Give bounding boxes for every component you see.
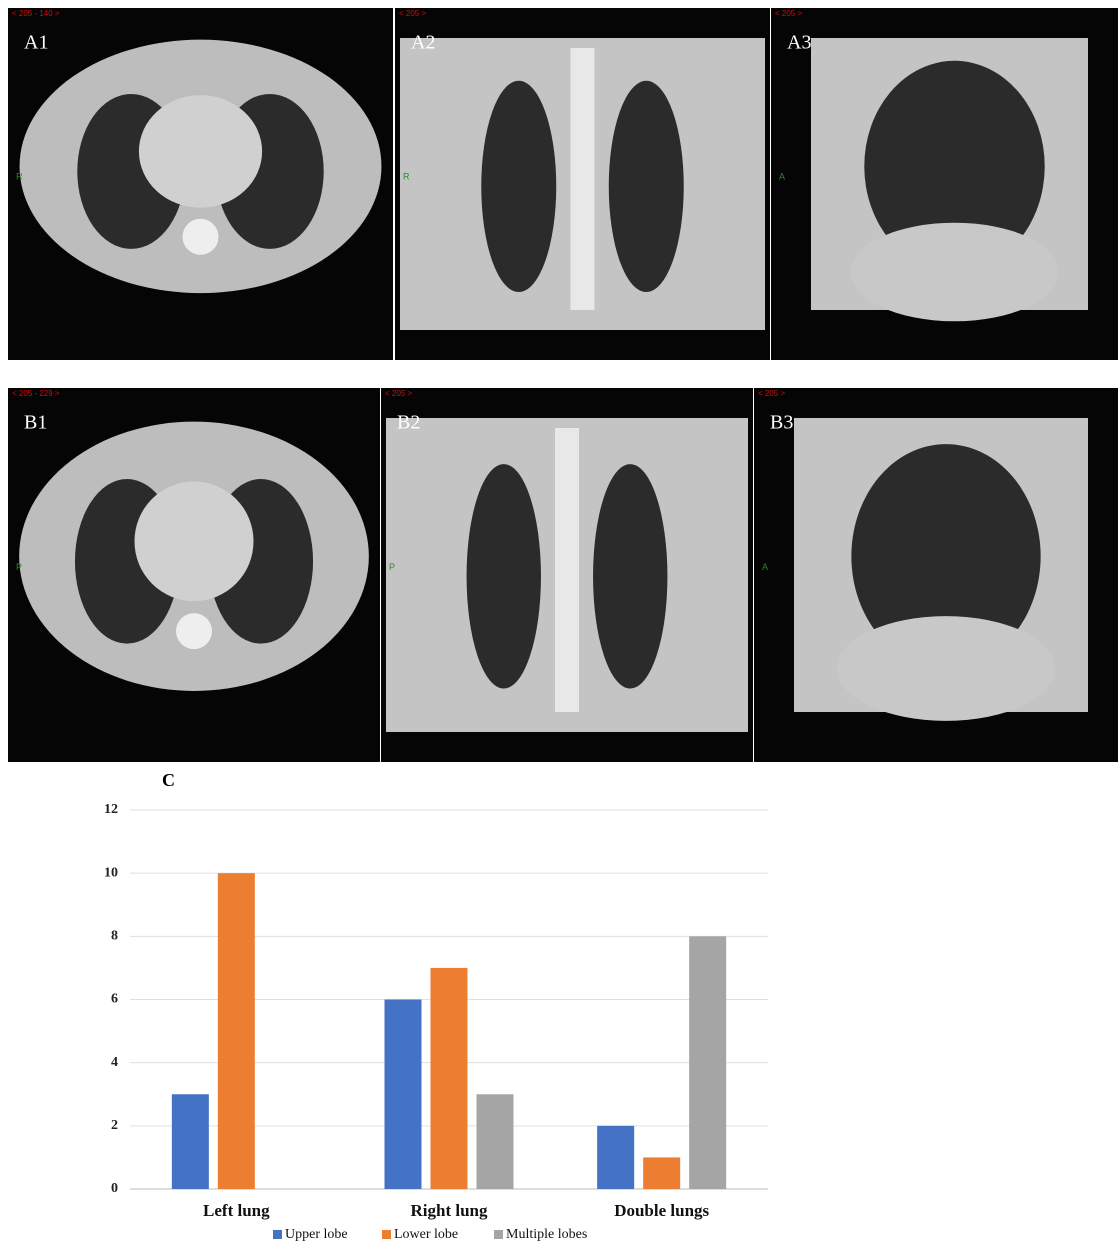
heart [139,95,262,208]
y-tick-label: 4 [111,1055,118,1070]
panel-label: A3 [787,32,811,54]
spine [571,48,595,310]
lung [467,464,541,688]
chart-title: C [162,770,175,790]
ct-panel: A3 < 205 > A [771,8,1118,360]
orientation-marker: P [16,562,22,572]
heart [134,481,253,601]
scan-overlay: < 205 > [758,389,785,398]
panel-label: A2 [411,32,435,54]
legend-label: Multiple lobes [506,1227,587,1242]
x-tick-label: Left lung [203,1201,270,1220]
legend-swatch [494,1230,503,1239]
bar [218,873,255,1189]
ct-panel: A2 < 205 > R [395,8,770,360]
ct-panel: B1 < 205 - 229 > P [8,388,380,762]
y-tick-label: 0 [111,1181,118,1196]
x-tick-label: Right lung [411,1201,488,1220]
orientation-marker: A [762,562,768,572]
orientation-marker: P [389,562,395,572]
orientation-marker: A [779,171,785,181]
lung [609,81,684,292]
orientation-marker: R [16,171,23,181]
scan-overlay: < 205 > [775,9,802,18]
bar [643,1157,680,1189]
y-tick-label: 2 [111,1118,118,1133]
legend-swatch [273,1230,282,1239]
y-tick-label: 10 [104,865,118,880]
y-tick-label: 8 [111,929,118,944]
lung [593,464,667,688]
spine [555,428,579,712]
scan-overlay: < 205 > [385,389,412,398]
legend-label: Upper lobe [285,1227,348,1242]
legend-label: Lower lobe [394,1227,458,1242]
panel-label: A1 [24,32,48,54]
diaphragm [837,616,1055,721]
ct-panel: B2 < 205 > P [381,388,753,762]
y-tick-label: 6 [111,992,118,1007]
scan-overlay: < 205 - 140 > [12,9,60,18]
y-tick-label: 12 [104,802,118,817]
bar [172,1094,209,1189]
bar [597,1126,634,1189]
bar [385,1000,422,1190]
x-tick-label: Double lungs [614,1201,709,1220]
ct-panel: B3 < 205 > A [754,388,1118,762]
spine [176,613,212,649]
legend-swatch [382,1230,391,1239]
spine [183,219,219,255]
ct-panel: A1 < 205 - 140 > R [8,8,393,360]
diaphragm [850,223,1058,322]
bar [477,1094,514,1189]
figure: A1< 205 - 140 >RA2< 205 >RA3< 205 >AB1< … [0,0,1118,1245]
panel-label: B2 [397,412,420,434]
lung [481,81,556,292]
orientation-marker: R [403,171,410,181]
panel-label: B1 [24,412,47,434]
panel-label: B3 [770,412,793,434]
bar [431,968,468,1189]
scan-overlay: < 205 - 229 > [12,389,60,398]
bar [689,936,726,1189]
scan-overlay: < 205 > [399,9,426,18]
